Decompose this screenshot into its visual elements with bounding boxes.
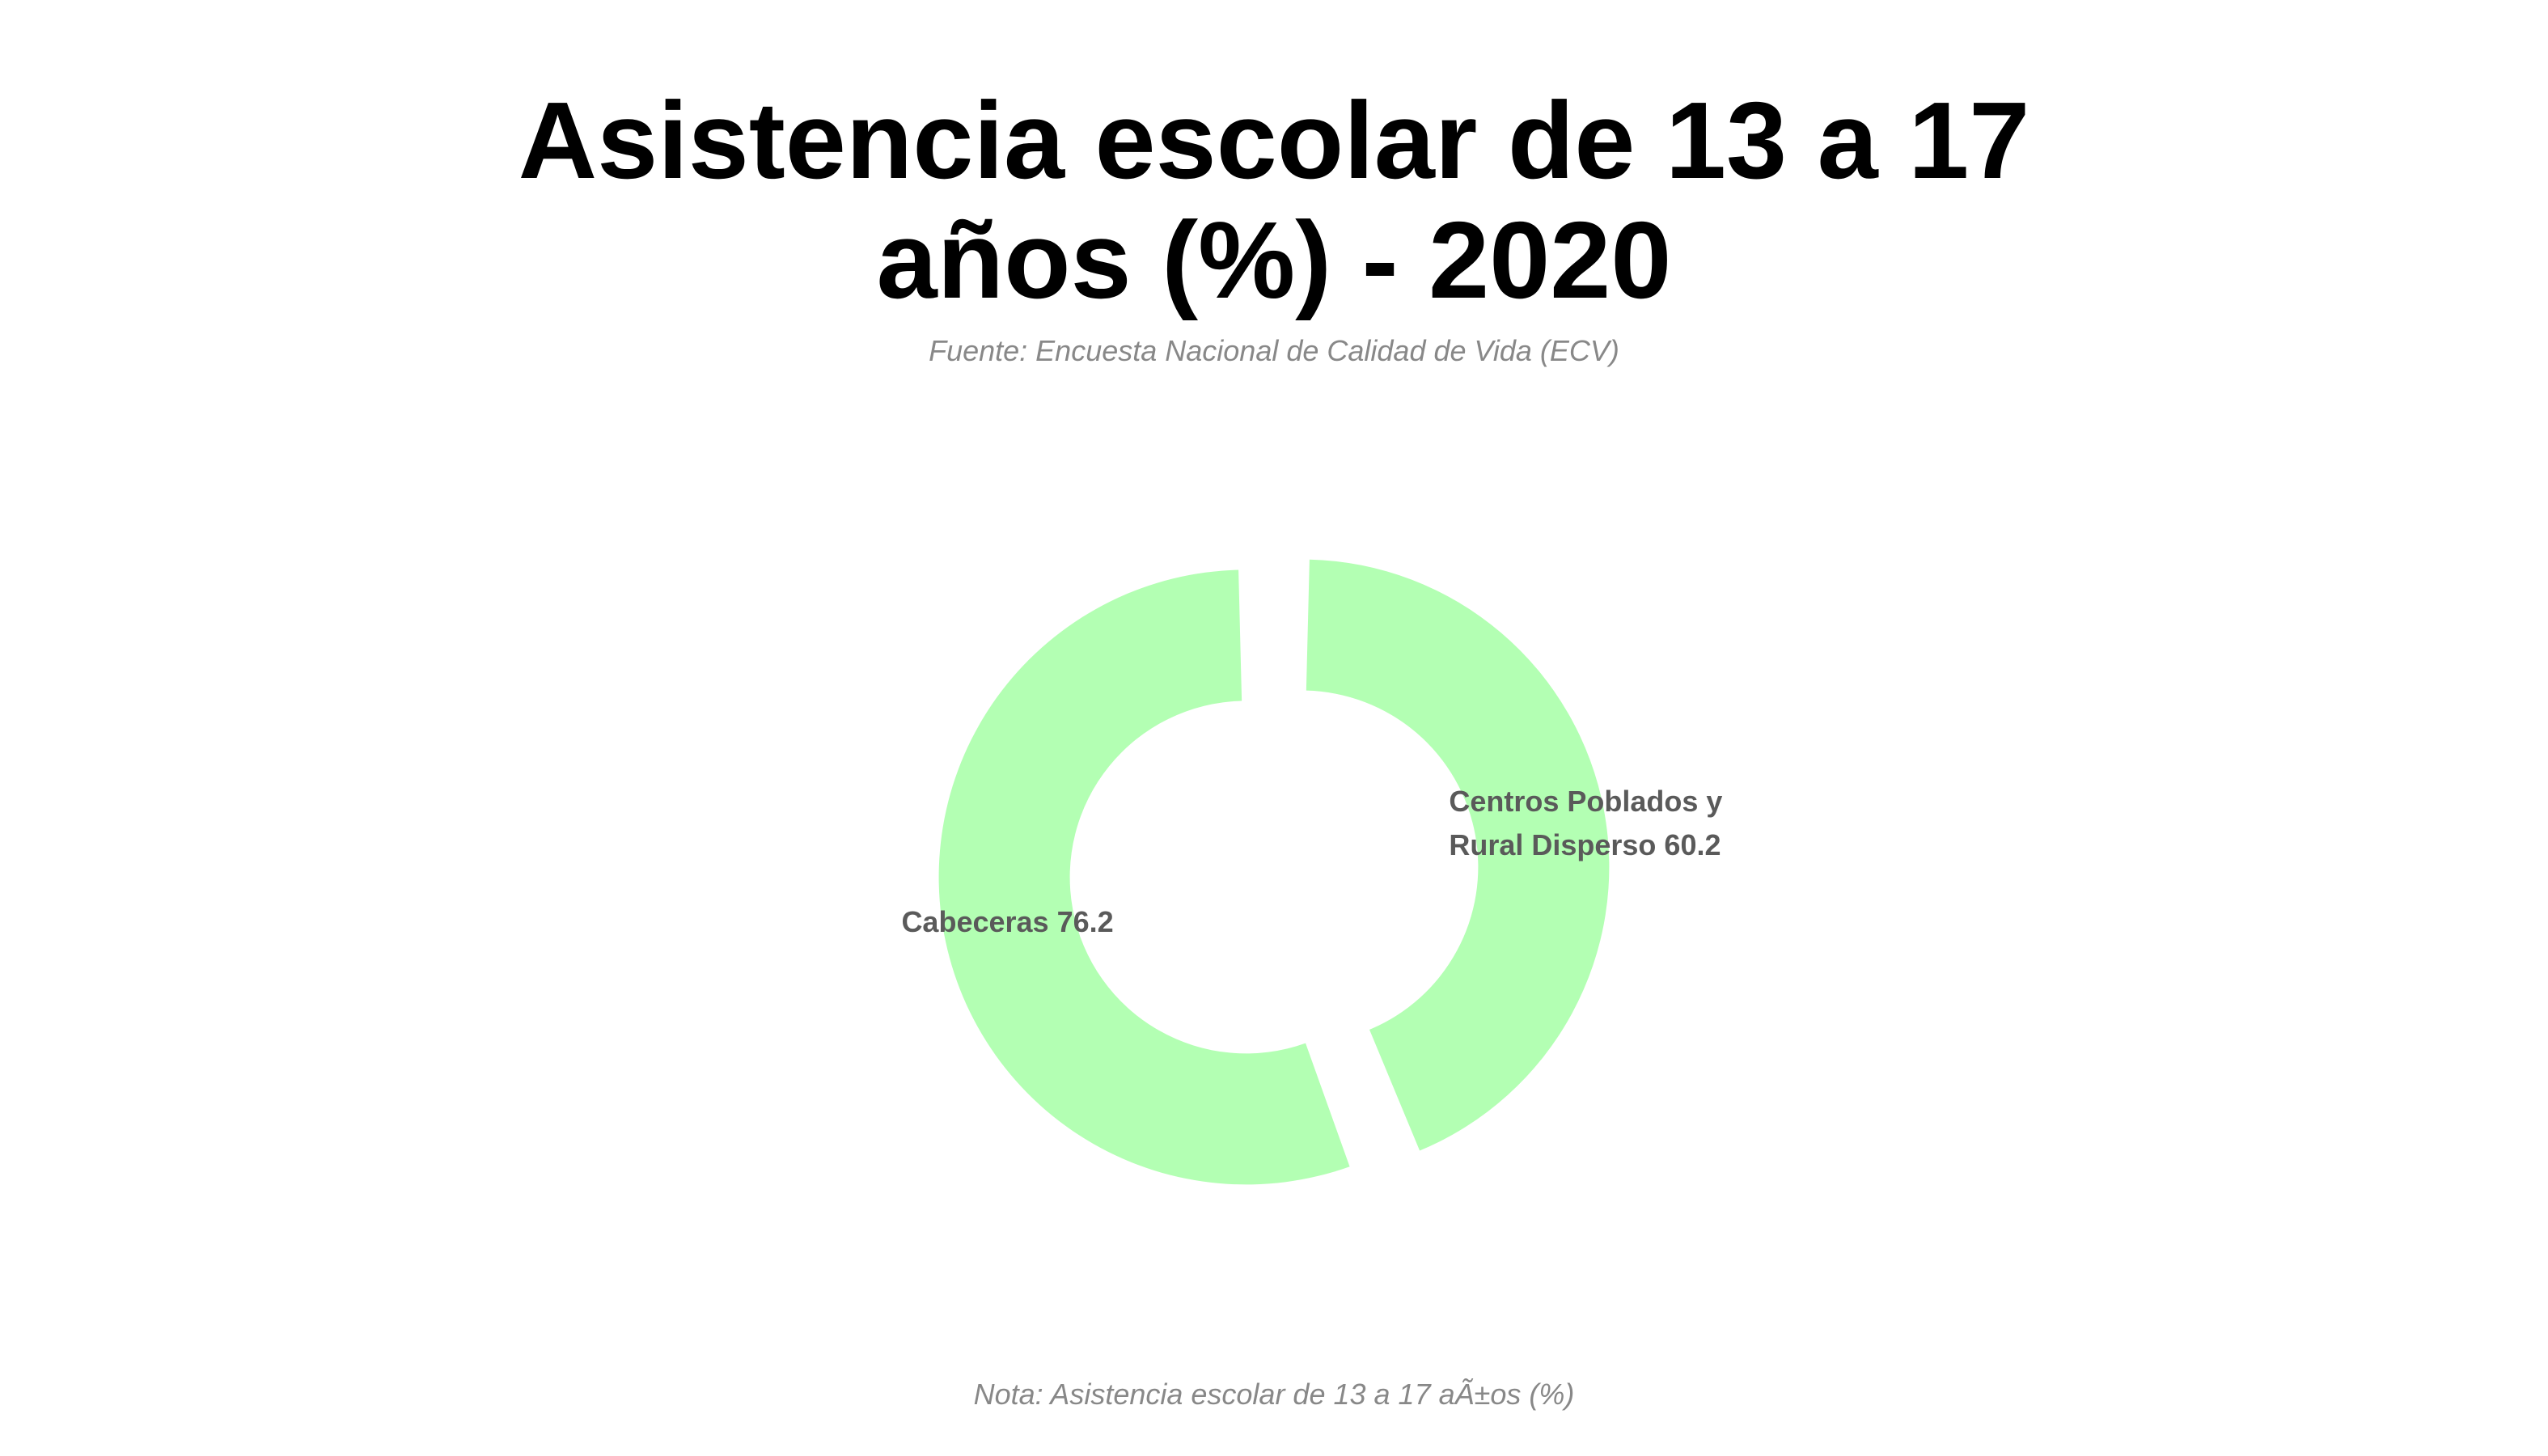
- donut-labels: Cabeceras 76.2 Centros Poblados y Rural Di…: [901, 785, 1722, 938]
- chart-title: Asistencia escolar de 13 a 17 años (%) -…: [465, 81, 2083, 320]
- slice-label-line: Cabeceras 76.2: [901, 905, 1113, 938]
- slice-label-centros-poblados-y-rural-disperso: Centros Poblados y Rural Disperso 60.2: [1449, 785, 1722, 861]
- chart-title-line-2: años (%) - 2020: [876, 199, 1672, 321]
- slice-label-line: Rural Disperso 60.2: [1449, 828, 1721, 861]
- donut-slices: [938, 559, 1610, 1185]
- slice-label-cabeceras: Cabeceras 76.2: [901, 905, 1113, 938]
- donut-slice-centros-poblados-y-rural-disperso: [1306, 559, 1610, 1151]
- chart-title-line-1: Asistencia escolar de 13 a 17: [518, 79, 2030, 201]
- chart-subtitle: Fuente: Encuesta Nacional de Calidad de …: [929, 334, 1619, 367]
- donut-slice-cabeceras: [938, 569, 1350, 1185]
- slice-label-line: Centros Poblados y: [1449, 785, 1722, 818]
- chart-note: Nota: Asistencia escolar de 13 a 17 aÃ±o…: [973, 1378, 1575, 1411]
